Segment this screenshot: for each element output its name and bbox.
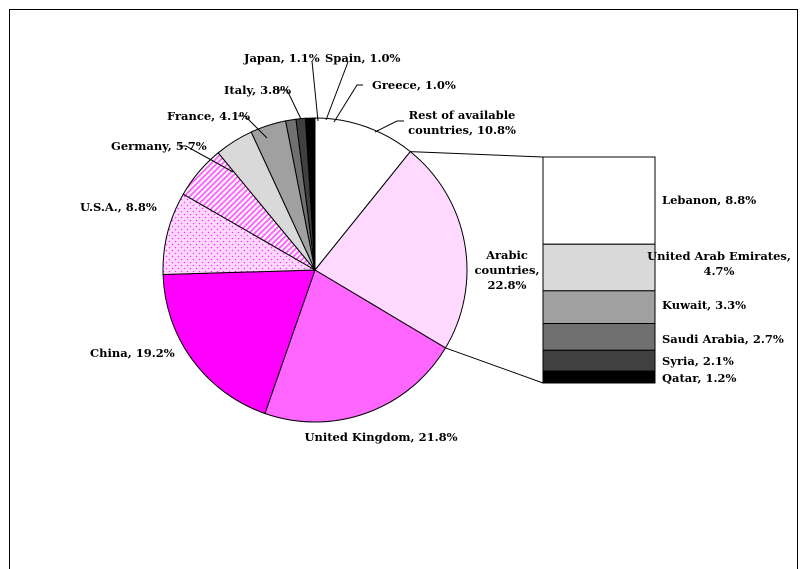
leader-line-rest	[374, 120, 404, 133]
label-syria-line: Syria, 2.1%	[662, 354, 734, 368]
label-usa: U.S.A., 8.8%	[80, 200, 157, 214]
bar-segment-saudi-arabia	[542, 323, 656, 351]
label-france: France, 4.1%	[167, 109, 250, 123]
label-greece: Greece, 1.0%	[372, 78, 456, 92]
bar-segment-syria	[542, 349, 656, 372]
label-kuwait-line: Kuwait, 3.3%	[662, 298, 746, 312]
label-japan-line: Japan, 1.1%	[243, 51, 320, 65]
label-uk-line: United Kingdom, 21.8%	[304, 430, 457, 444]
label-saudi-line: Saudi Arabia, 2.7%	[662, 332, 784, 346]
label-germany: Germany, 5.7%	[111, 139, 207, 153]
label-china: China, 19.2%	[90, 346, 175, 360]
label-greece-line: Greece, 1.0%	[372, 78, 456, 92]
leader-line-spain	[325, 61, 349, 121]
label-qatar-line: Qatar, 1.2%	[662, 371, 736, 385]
label-kuwait: Kuwait, 3.3%	[662, 298, 746, 312]
bar-segment-lebanon	[542, 156, 656, 245]
label-arabic-line: Arabic	[485, 248, 528, 262]
label-spain-line: Spain, 1.0%	[325, 51, 401, 65]
label-saudi: Saudi Arabia, 2.7%	[662, 332, 784, 346]
label-rest: Rest of available countries, 10.8%	[408, 108, 516, 137]
label-rest-line: countries, 10.8%	[408, 123, 516, 137]
label-spain: Spain, 1.0%	[325, 51, 401, 65]
leader-line-germany	[179, 145, 234, 173]
label-lebanon-line: Lebanon, 8.8%	[662, 193, 756, 207]
leader-line-france	[238, 115, 268, 139]
label-uae: United Arab Emirates, 4.7%	[647, 249, 791, 278]
label-china-line: China, 19.2%	[90, 346, 175, 360]
label-uk: United Kingdom, 21.8%	[304, 430, 457, 444]
label-syria: Syria, 2.1%	[662, 354, 734, 368]
label-uae-line: United Arab Emirates,	[647, 249, 791, 263]
pie-slice-china	[162, 269, 316, 415]
label-italy: Italy, 3.8%	[224, 83, 291, 97]
label-germany-line: Germany, 5.7%	[111, 139, 207, 153]
label-italy-line: Italy, 3.8%	[224, 83, 291, 97]
pie-slice-united-kingdom	[264, 269, 447, 423]
label-lebanon: Lebanon, 8.8%	[662, 193, 756, 207]
label-usa-line: U.S.A., 8.8%	[80, 200, 157, 214]
label-arabic: Arabic countries, 22.8%	[475, 248, 540, 292]
label-qatar: Qatar, 1.2%	[662, 371, 736, 385]
leader-line-greece	[333, 84, 363, 123]
pie-slice-arabic-countries	[314, 150, 468, 349]
pie-slice-greece	[304, 117, 316, 271]
bar-segment-qatar	[542, 370, 656, 384]
connector-line-top	[410, 151, 544, 158]
bar-segment-kuwait	[542, 290, 656, 325]
bar-segment-united-arab-emirates	[542, 243, 656, 292]
connector-line-bottom	[445, 347, 544, 384]
label-france-line: France, 4.1%	[167, 109, 250, 123]
leader-line-italy	[278, 89, 302, 120]
leader-line-japan	[311, 60, 319, 122]
pie-slice-rest-of-available-countries	[314, 117, 412, 272]
label-arabic-line: 22.8%	[488, 278, 527, 292]
pie-slice-u-s-a	[162, 193, 317, 276]
label-japan: Japan, 1.1%	[243, 51, 320, 65]
chart-frame	[9, 9, 798, 569]
label-rest-line: Rest of available	[409, 108, 516, 122]
label-arabic-line: countries,	[475, 263, 540, 277]
label-uae-line: 4.7%	[704, 264, 735, 278]
